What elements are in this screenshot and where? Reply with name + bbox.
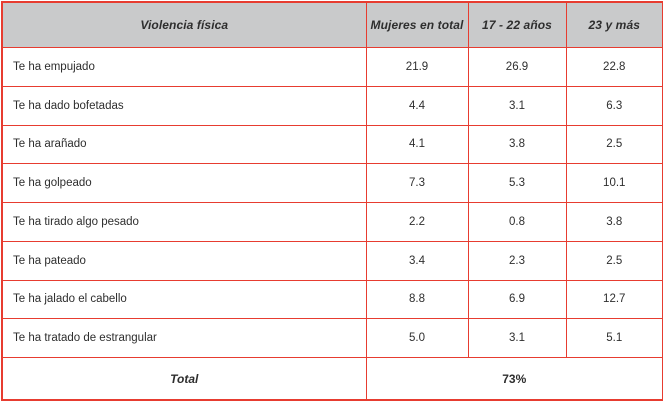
value-cell: 3.8: [467, 124, 567, 165]
value-cell: 5.3: [467, 163, 567, 204]
table-row: Te ha tratado de estrangular 5.0 3.1 5.1: [1, 318, 663, 359]
value-cell: 2.5: [565, 124, 663, 165]
header-cell-17-22-anos: 17 - 22 años: [467, 1, 567, 48]
value-cell: 2.5: [565, 240, 663, 281]
value-cell: 12.7: [565, 279, 663, 320]
value-cell: 4.4: [365, 85, 469, 126]
table-row: Te ha jalado el cabello 8.8 6.9 12.7: [1, 279, 663, 320]
table-row: Te ha golpeado 7.3 5.3 10.1: [1, 163, 663, 204]
value-cell: 3.1: [467, 85, 567, 126]
row-label: Te ha tratado de estrangular: [1, 318, 367, 359]
value-cell: 3.4: [365, 240, 469, 281]
value-cell: 3.1: [467, 318, 567, 359]
table-row: Te ha pateado 3.4 2.3 2.5: [1, 240, 663, 281]
value-cell: 21.9: [365, 47, 469, 87]
row-label: Te ha jalado el cabello: [1, 279, 367, 320]
value-cell: 2.2: [365, 202, 469, 242]
total-row: Total 73%: [1, 357, 663, 401]
total-label: Total: [1, 357, 367, 401]
value-cell: 5.1: [565, 318, 663, 359]
header-cell-23-y-mas: 23 y más: [565, 1, 663, 48]
table-row: Te ha tirado algo pesado 2.2 0.8 3.8: [1, 202, 663, 242]
row-label: Te ha tirado algo pesado: [1, 202, 367, 242]
row-label: Te ha empujado: [1, 47, 367, 87]
value-cell: 26.9: [467, 47, 567, 87]
table-row: Te ha dado bofetadas 4.4 3.1 6.3: [1, 85, 663, 126]
value-cell: 3.8: [565, 202, 663, 242]
value-cell: 10.1: [565, 163, 663, 204]
header-cell-violencia-fisica: Violencia física: [1, 1, 367, 48]
value-cell: 5.0: [365, 318, 469, 359]
table-row: Te ha arañado 4.1 3.8 2.5: [1, 124, 663, 165]
total-value: 73%: [365, 357, 663, 401]
value-cell: 0.8: [467, 202, 567, 242]
value-cell: 7.3: [365, 163, 469, 204]
value-cell: 6.9: [467, 279, 567, 320]
value-cell: 8.8: [365, 279, 469, 320]
row-label: Te ha dado bofetadas: [1, 85, 367, 126]
row-label: Te ha arañado: [1, 124, 367, 165]
row-label: Te ha golpeado: [1, 163, 367, 204]
value-cell: 4.1: [365, 124, 469, 165]
row-label: Te ha pateado: [1, 240, 367, 281]
value-cell: 6.3: [565, 85, 663, 126]
header-cell-mujeres-en-total: Mujeres en total: [365, 1, 469, 48]
header-row: Violencia física Mujeres en total 17 - 2…: [1, 1, 663, 48]
value-cell: 2.3: [467, 240, 567, 281]
value-cell: 22.8: [565, 47, 663, 87]
table-row: Te ha empujado 21.9 26.9 22.8: [1, 47, 663, 87]
